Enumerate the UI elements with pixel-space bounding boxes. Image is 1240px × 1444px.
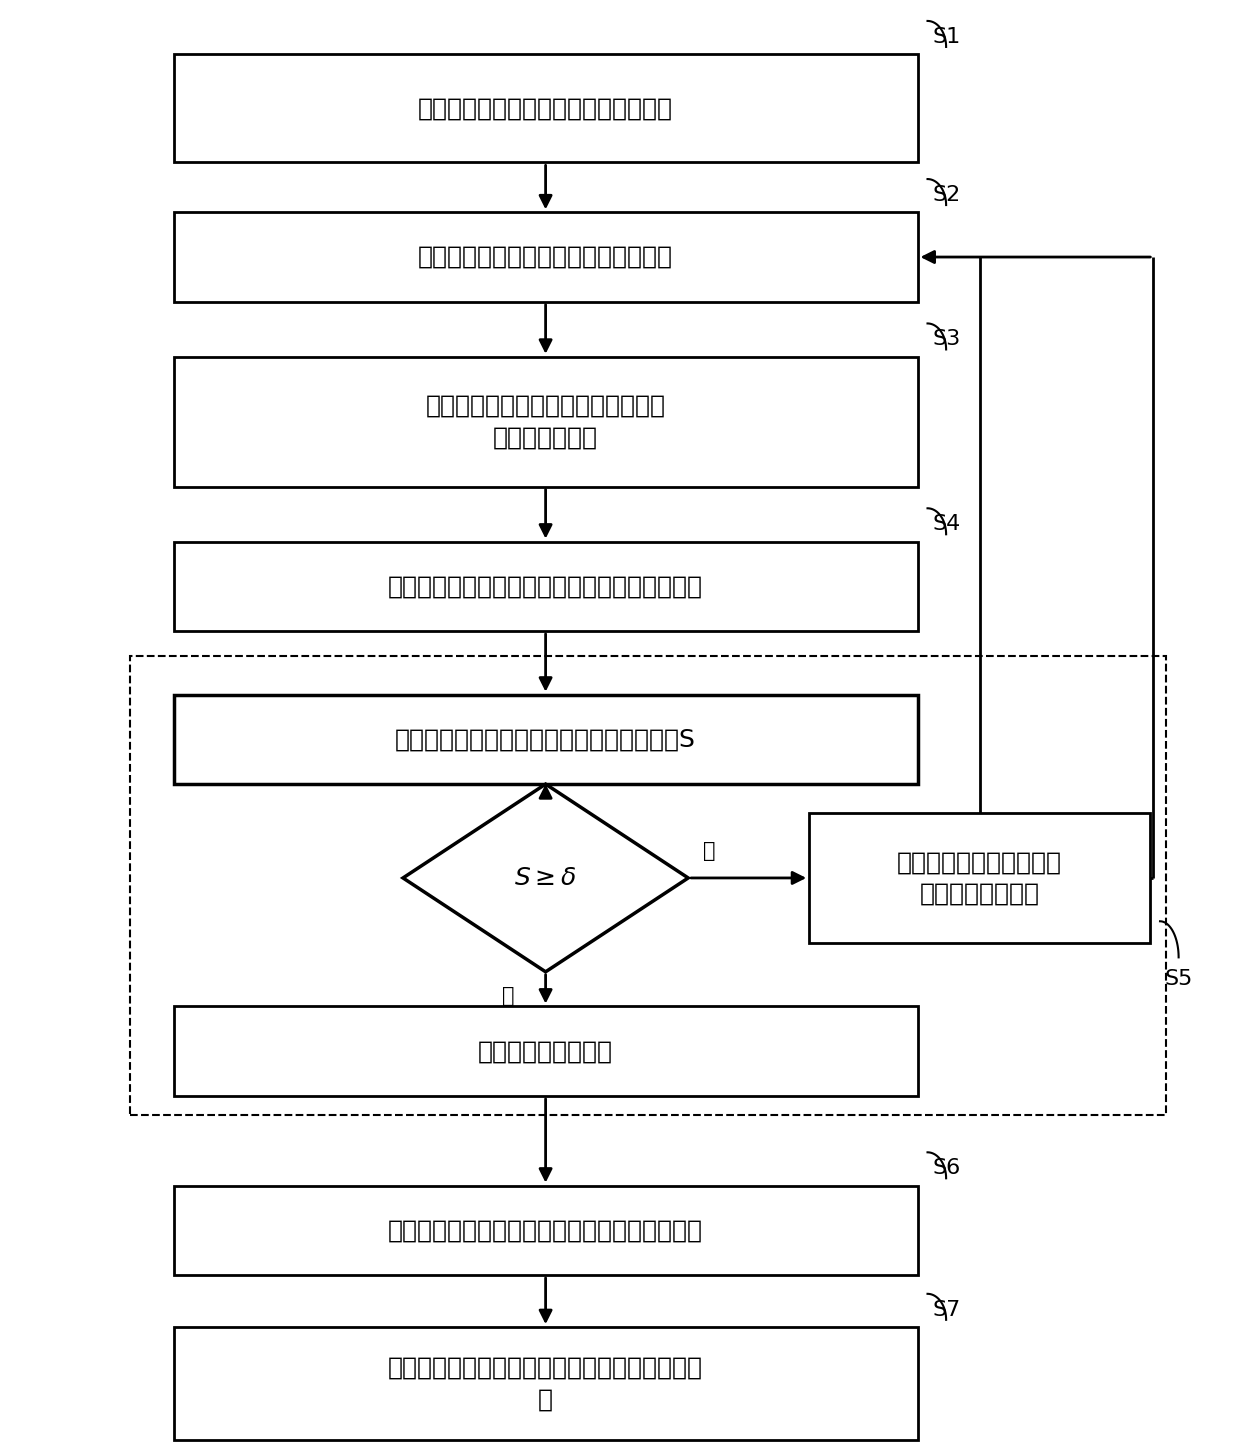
Text: S4: S4: [932, 514, 961, 534]
Text: 获取钢板特性参数，确定最佳激励频率: 获取钢板特性参数，确定最佳激励频率: [418, 97, 673, 120]
Text: 对采集到的信号进行放大、滤波、交直变换处理: 对采集到的信号进行放大、滤波、交直变换处理: [388, 575, 703, 598]
Text: 否: 否: [703, 840, 715, 861]
Bar: [174, 695, 918, 784]
Text: S1: S1: [932, 27, 961, 48]
Polygon shape: [403, 784, 688, 972]
Text: 对处理后的信号进行差分变换得到差分信号S: 对处理后的信号进行差分变换得到差分信号S: [396, 728, 696, 751]
Bar: [174, 212, 918, 302]
Text: S2: S2: [932, 185, 961, 205]
Bar: [174, 357, 918, 487]
Text: S5: S5: [1166, 969, 1193, 989]
Bar: [174, 1186, 918, 1275]
Text: S3: S3: [932, 329, 961, 349]
Text: S7: S7: [932, 1300, 961, 1320]
Text: 检测区域内存在缺陷: 检测区域内存在缺陷: [479, 1040, 613, 1063]
Bar: [130, 656, 1166, 1115]
Text: S6: S6: [932, 1158, 961, 1178]
Bar: [174, 1327, 918, 1440]
Text: 是: 是: [502, 986, 515, 1006]
Text: $S\geq\delta$: $S\geq\delta$: [515, 866, 577, 890]
Text: 使用磁传感器阵列采集检测区域内的
感应交变磁信号: 使用磁传感器阵列采集检测区域内的 感应交变磁信号: [425, 394, 666, 449]
Text: 根据反演得到的缺陷参数绘制缺陷轮廓，实现成
像: 根据反演得到的缺陷参数绘制缺陷轮廓，实现成 像: [388, 1356, 703, 1411]
Text: 检测区域内不存在缺陷，
扫描下一检测区域: 检测区域内不存在缺陷， 扫描下一检测区域: [897, 851, 1063, 905]
Bar: [174, 542, 918, 631]
Text: 使用涡旋式平面线圈激发正弦交流磁场: 使用涡旋式平面线圈激发正弦交流磁场: [418, 245, 673, 269]
Bar: [174, 53, 918, 162]
Bar: [174, 1006, 918, 1096]
Text: 将区域信号输入神经网络模型进行缺陷逆向反演: 将区域信号输入神经网络模型进行缺陷逆向反演: [388, 1219, 703, 1242]
Bar: [810, 813, 1151, 943]
